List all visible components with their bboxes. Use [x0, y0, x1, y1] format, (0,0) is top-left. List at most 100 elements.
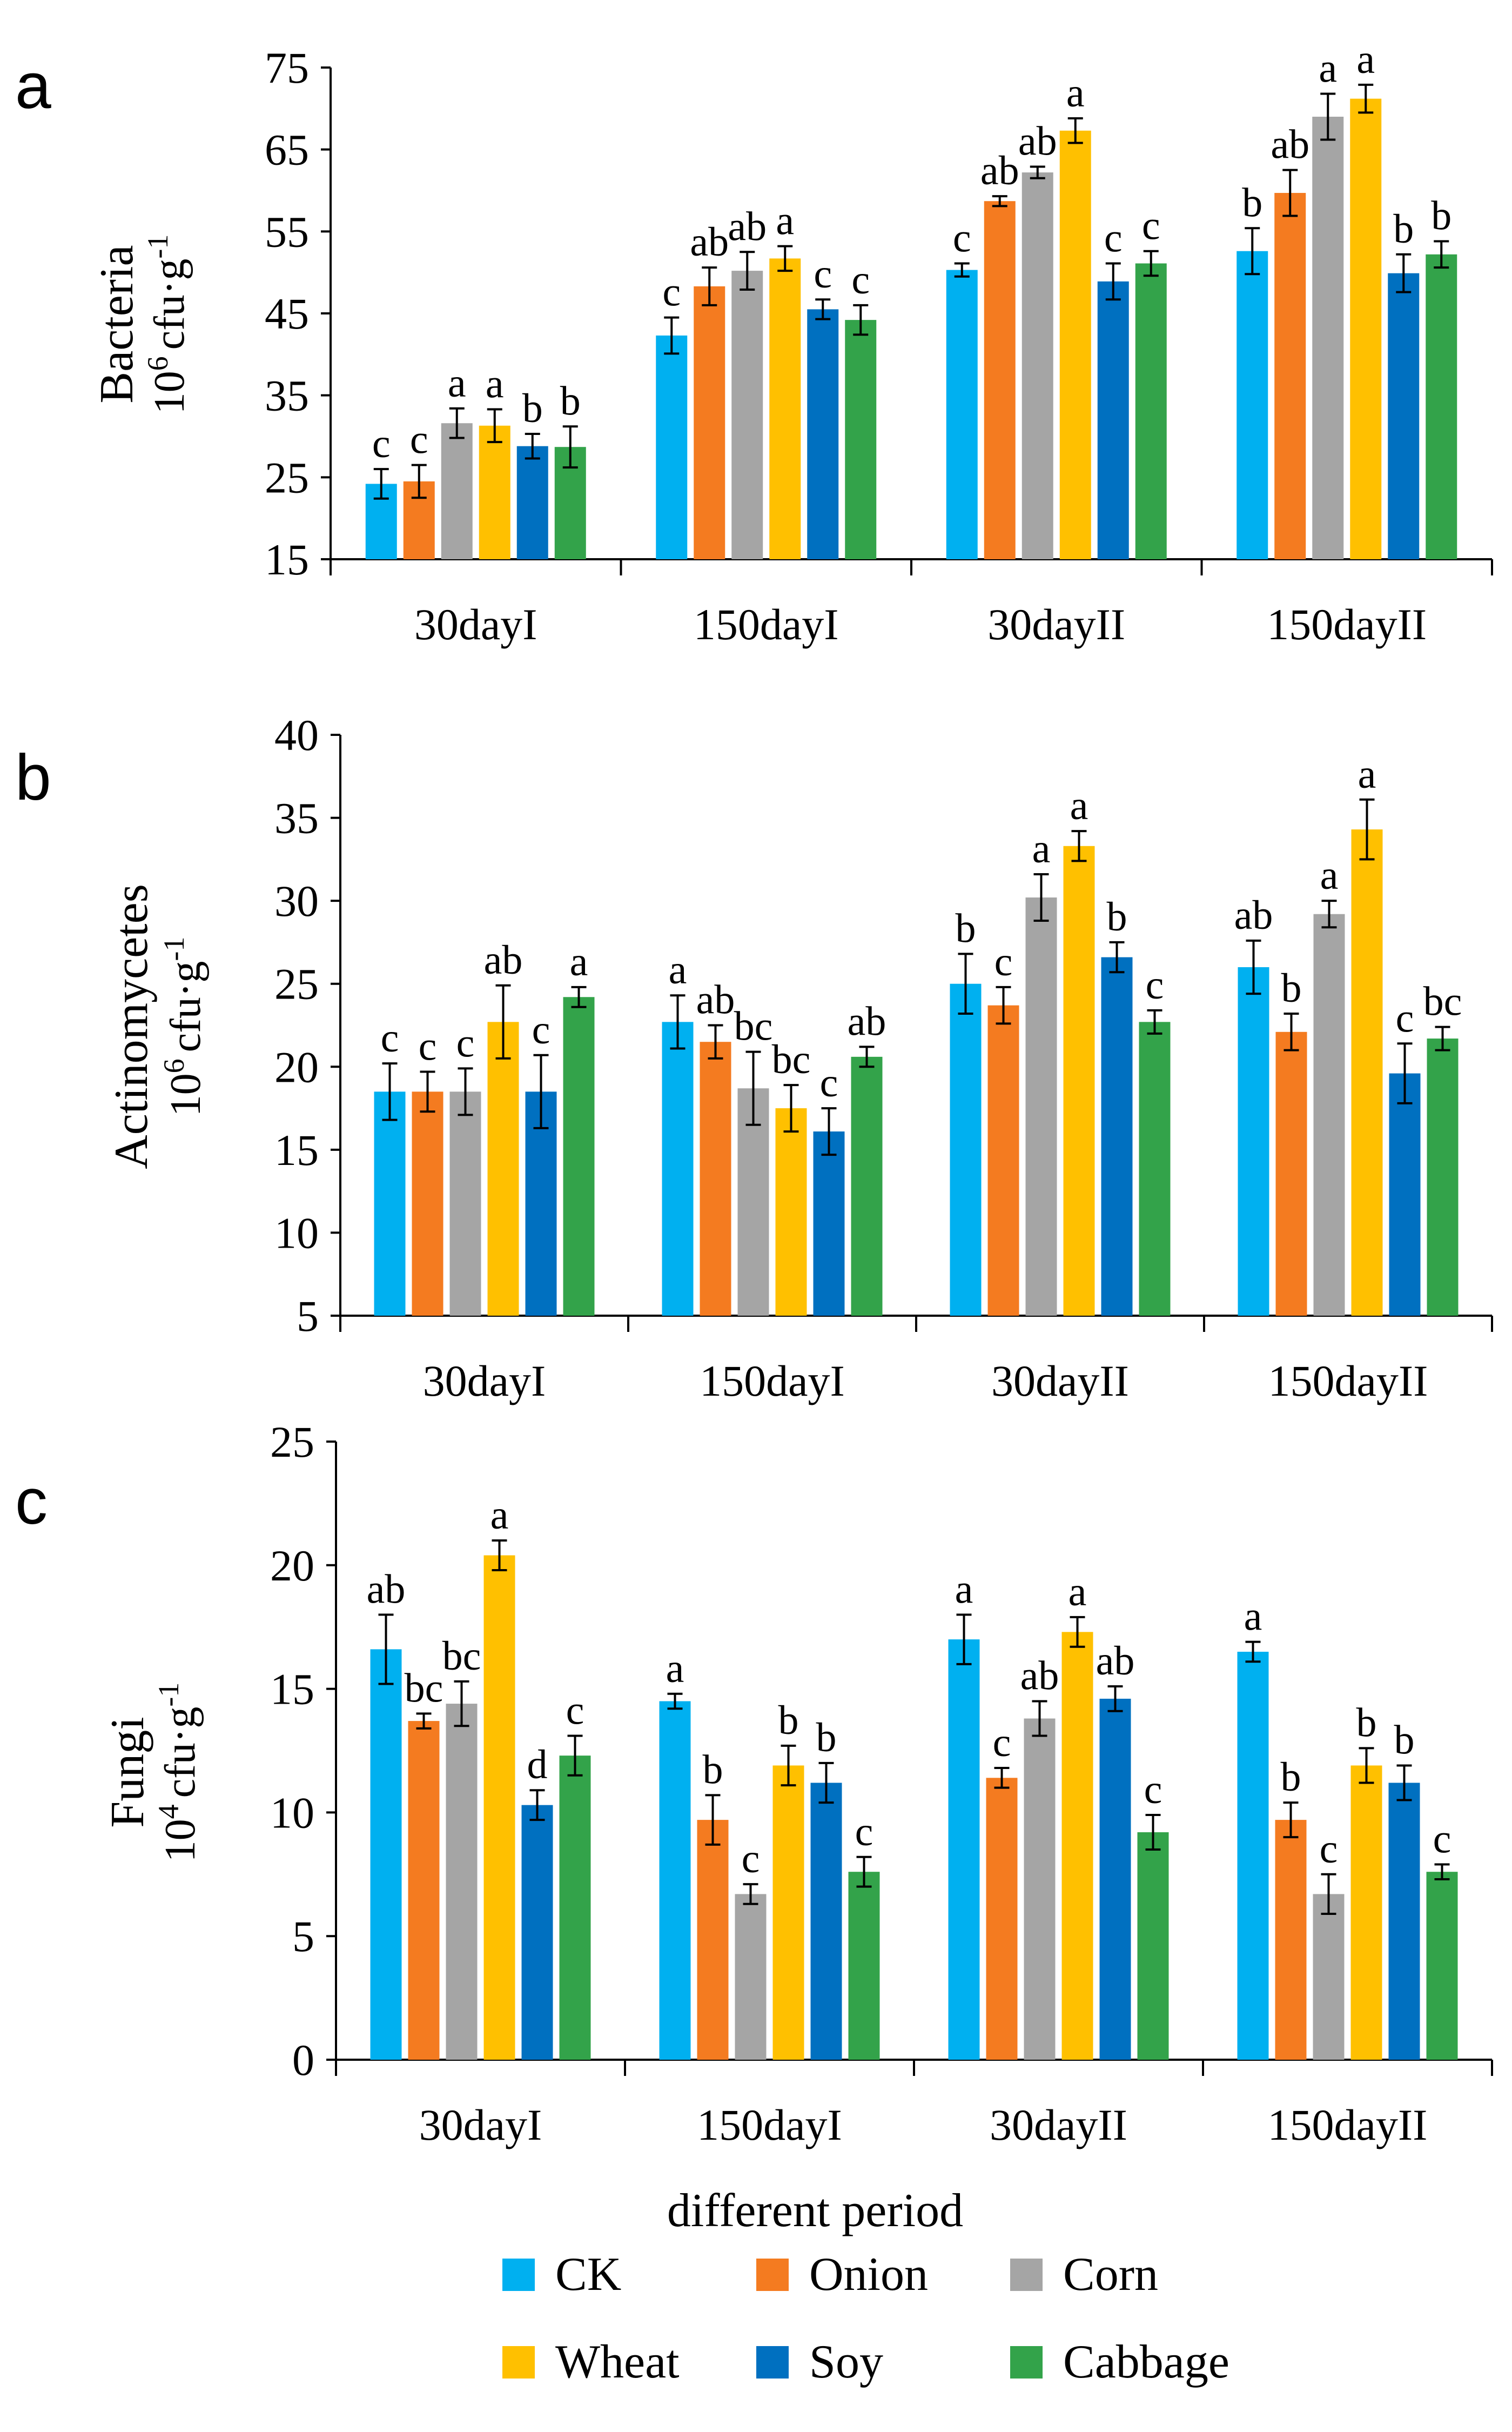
- significance-letter-corn-150dayii: a: [1319, 46, 1337, 91]
- significance-letter-cabbage-150dayii: bc: [1423, 979, 1462, 1024]
- bar-onion-150dayii: [1274, 193, 1306, 559]
- error-bar-ck-30dayi: [382, 1062, 398, 1121]
- significance-letter-cabbage-150dayii: c: [1433, 1816, 1451, 1861]
- legend-item-wheat: Wheat: [502, 2336, 680, 2388]
- significance-letter-onion-150dayi: ab: [696, 977, 735, 1023]
- significance-letter-wheat-30dayi: ab: [484, 937, 523, 983]
- significance-letter-onion-30dayii: c: [994, 939, 1013, 984]
- significance-letter-cabbage-30dayii: c: [1142, 203, 1160, 249]
- significance-letter-soy-30dayi: d: [527, 1742, 548, 1787]
- bar-onion-30dayii: [984, 201, 1016, 559]
- significance-letter-corn-30dayii: ab: [1018, 119, 1057, 164]
- y-axis-label-bacteria: Bacteria: [91, 245, 143, 403]
- significance-letter-soy-150dayi: c: [814, 251, 832, 297]
- legend-swatch-ck: [502, 2259, 535, 2291]
- error-bar-soy-150dayii: [1397, 1042, 1413, 1104]
- unit-superscript: -1: [158, 937, 190, 961]
- bar-wheat-150dayi: [769, 258, 801, 560]
- x-tick-label-150dayii: 150dayII: [1267, 600, 1427, 649]
- error-bar-onion-150dayi: [708, 1024, 723, 1060]
- error-bar-corn-150dayii: [1321, 900, 1337, 929]
- significance-letter-onion-30dayii: c: [993, 1720, 1011, 1765]
- bar-cabbage-30dayii: [1135, 263, 1167, 559]
- significance-letter-ck-30dayii: c: [953, 215, 971, 260]
- significance-letter-soy-30dayi: c: [532, 1007, 550, 1053]
- y-tick-label: 35: [274, 794, 319, 843]
- bar-wheat-30dayi: [483, 1555, 515, 2060]
- legend-swatch-wheat: [502, 2346, 535, 2379]
- significance-letter-ck-30dayi: c: [381, 1015, 399, 1061]
- error-bar-soy-150dayii: [1396, 253, 1412, 293]
- significance-letter-onion-150dayi: ab: [690, 219, 729, 265]
- bar-ck-150dayi: [656, 335, 688, 559]
- error-bar-cabbage-150dayii: [1434, 1863, 1450, 1880]
- bar-ck-30dayii: [946, 270, 978, 559]
- bacteria-chart: a Bacteria 106 cfu·g-1 15 25 35 45 55 65 75 30da…: [15, 37, 1493, 649]
- bar-cabbage-150dayii: [1426, 1872, 1458, 2060]
- bar-soy-30dayi: [516, 446, 548, 559]
- significance-letter-onion-30dayi: bc: [405, 1665, 443, 1711]
- error-bar-cabbage-30dayii: [1145, 1813, 1161, 1851]
- significance-letter-ck-30dayii: a: [955, 1566, 973, 1612]
- significance-letter-ck-30dayii: b: [956, 906, 976, 951]
- bar-corn-150dayii: [1313, 1894, 1345, 2060]
- bar-soy-150dayi: [807, 309, 839, 559]
- error-bar-cabbage-150dayi: [856, 1855, 872, 1888]
- significance-letter-onion-30dayi: c: [410, 417, 428, 463]
- y-tick-label: 40: [274, 711, 319, 760]
- unit-text: cfu·g: [157, 1707, 204, 1798]
- x-axis-title: different period: [667, 2185, 963, 2237]
- significance-letter-ck-150dayii: a: [1244, 1594, 1262, 1639]
- legend-label-onion: Onion: [809, 2248, 928, 2301]
- error-bar-ck-150dayii: [1245, 1640, 1261, 1663]
- legend-item-onion: Onion: [756, 2248, 928, 2301]
- error-bar-corn-150dayi: [745, 1050, 761, 1126]
- bar-soy-150dayi: [813, 1131, 845, 1316]
- significance-letter-corn-150dayi: ab: [728, 204, 767, 249]
- error-bar-wheat-150dayii: [1358, 83, 1374, 114]
- bar-soy-150dayi: [810, 1783, 842, 2060]
- significance-letter-wheat-30dayii: a: [1069, 1569, 1087, 1614]
- significance-letter-soy-30dayii: c: [1104, 215, 1123, 260]
- legend-item-cabbage: Cabbage: [1010, 2336, 1229, 2388]
- significance-letter-cabbage-150dayi: c: [855, 1809, 873, 1854]
- error-bar-cabbage-30dayi: [571, 986, 587, 1008]
- significance-letter-corn-150dayii: a: [1320, 853, 1339, 898]
- error-bar-wheat-150dayi: [781, 1744, 796, 1787]
- y-tick-label: 0: [292, 2035, 314, 2085]
- x-tick-label-30dayii: 30dayII: [991, 1356, 1129, 1405]
- error-bar-corn-150dayi: [740, 251, 755, 291]
- actinomycetes-chart: b Actinomycetes 106cfu·g-1 5101520253035…: [15, 711, 1493, 1405]
- error-bar-corn-150dayii: [1320, 92, 1336, 141]
- bar-soy-30dayii: [1101, 957, 1133, 1316]
- bar-soy-150dayii: [1388, 1783, 1420, 2060]
- error-bar-wheat-150dayi: [783, 1084, 799, 1133]
- error-bar-onion-150dayii: [1283, 1013, 1299, 1051]
- bar-cabbage-150dayi: [851, 1056, 883, 1316]
- significance-letter-onion-150dayii: b: [1281, 966, 1302, 1011]
- error-bar-cabbage-30dayi: [562, 425, 578, 469]
- bar-ck-30dayii: [950, 983, 982, 1316]
- y-tick-label: 25: [265, 453, 309, 502]
- error-bar-corn-30dayi: [454, 1680, 469, 1727]
- error-bar-wheat-30dayii: [1070, 1616, 1085, 1648]
- bar-onion-30dayii: [986, 1778, 1018, 2060]
- error-bar-soy-30dayi: [529, 1789, 545, 1821]
- significance-letter-ck-150dayi: c: [662, 270, 681, 315]
- bar-wheat-30dayii: [1059, 130, 1091, 560]
- x-tick-label-150dayii: 150dayII: [1267, 2100, 1427, 2149]
- y-tick-label: 55: [265, 207, 309, 256]
- bar-corn-30dayii: [1025, 897, 1057, 1316]
- y-tick-label: 10: [274, 1208, 319, 1257]
- significance-letter-corn-150dayii: c: [1320, 1826, 1338, 1872]
- y-axis-unit-fungi: 104 cfu·g-1: [152, 1683, 204, 1862]
- bar-onion-150dayii: [1275, 1820, 1307, 2060]
- y-tick-label: 25: [270, 1417, 314, 1466]
- significance-letter-ck-150dayi: a: [666, 1646, 684, 1691]
- significance-letter-cabbage-30dayi: c: [566, 1688, 584, 1733]
- bar-ck-150dayi: [659, 1701, 691, 2060]
- error-bar-ck-150dayi: [664, 316, 680, 355]
- unit-text: cfu·g: [146, 259, 193, 350]
- bar-corn-150dayi: [737, 1088, 769, 1316]
